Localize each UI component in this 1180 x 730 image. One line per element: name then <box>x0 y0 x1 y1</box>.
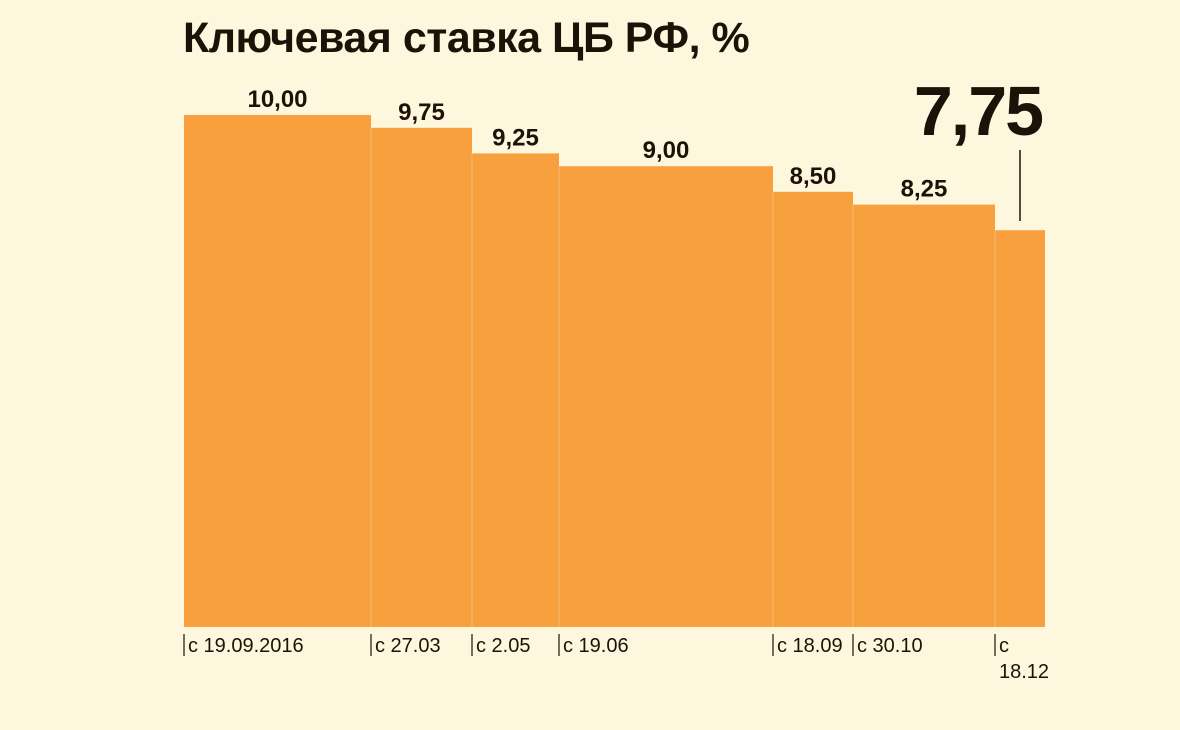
bar <box>773 191 853 628</box>
data-label: 7,75 <box>914 72 1042 150</box>
data-label: 8,50 <box>790 163 837 190</box>
tick-label: с 18.09 <box>777 635 843 657</box>
data-label: 9,00 <box>643 137 690 164</box>
tick-label: с 19.06 <box>563 635 629 657</box>
data-label: 9,75 <box>398 99 445 126</box>
tick-label: с 19.09.2016 <box>188 635 304 657</box>
data-label: 10,00 <box>247 86 307 113</box>
bar <box>995 230 1045 627</box>
chart-title: Ключевая ставка ЦБ РФ, % <box>183 14 750 62</box>
tick-label: с 2.05 <box>476 635 530 657</box>
tick-label: 18.12 <box>999 661 1049 683</box>
tick-label: с 30.10 <box>857 635 923 657</box>
tick-label: с <box>999 635 1009 657</box>
data-label: 8,25 <box>901 176 948 203</box>
bar <box>371 127 472 628</box>
bar <box>472 153 559 627</box>
data-label: 9,25 <box>492 124 539 151</box>
bar <box>559 166 773 627</box>
bar <box>184 115 371 627</box>
bar <box>853 204 995 627</box>
tick-label: с 27.03 <box>375 635 441 657</box>
